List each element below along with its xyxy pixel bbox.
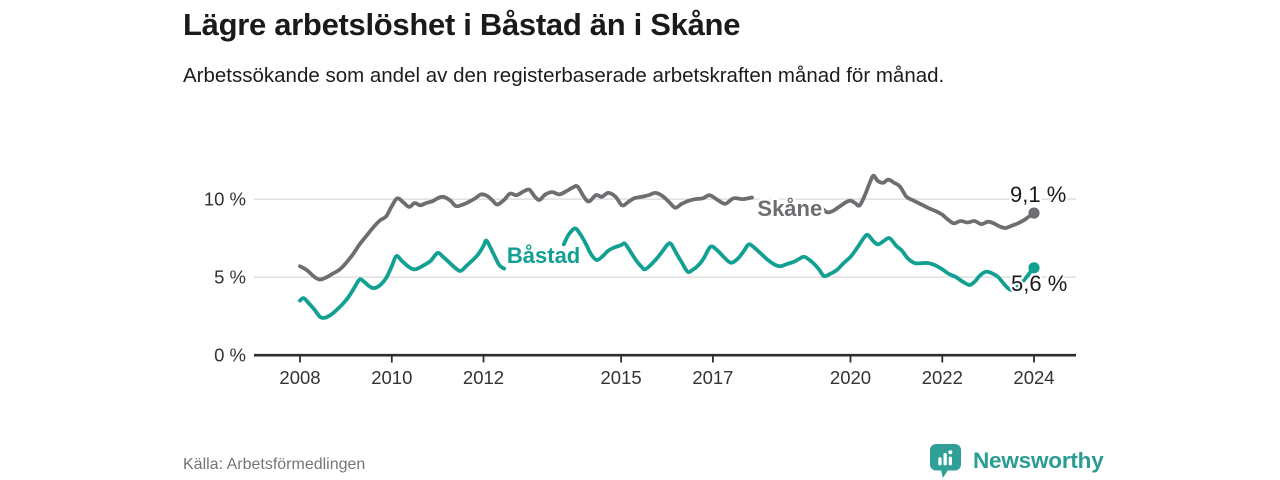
newsworthy-logo: Newsworthy	[929, 443, 1104, 479]
chart-subtitle: Arbetssökande som andel av den registerb…	[183, 64, 945, 87]
x-tick-label: 2010	[371, 367, 412, 388]
bastad-value-label: 5,6 %	[1011, 271, 1067, 296]
bastad-series-label: Båstad	[507, 243, 580, 268]
x-tick-label: 2020	[830, 367, 871, 388]
bastad-line	[298, 238, 506, 320]
bastad-line	[561, 226, 1036, 292]
x-tick-label: 2022	[922, 367, 963, 388]
chart-title: Lägre arbetslöshet i Båstad än i Skåne	[183, 7, 741, 42]
skane-end-dot	[1028, 207, 1040, 219]
x-tick-label: 2017	[692, 367, 733, 388]
source-note: Källa: Arbetsförmedlingen	[183, 456, 366, 473]
bastad-end-dot	[1028, 262, 1040, 274]
newsworthy-logo-text: Newsworthy	[973, 448, 1104, 473]
skane-line	[298, 183, 754, 282]
y-tick-label: 0 %	[214, 345, 246, 366]
skane-value-label: 9,1 %	[1010, 182, 1066, 207]
skane-line	[821, 173, 1036, 230]
x-tick-label: 2008	[279, 367, 320, 388]
x-tick-label: 2015	[601, 367, 642, 388]
y-tick-label: 5 %	[214, 267, 246, 288]
y-tick-label: 10 %	[204, 189, 246, 210]
newsworthy-logo-icon	[930, 444, 961, 478]
x-tick-label: 2024	[1013, 367, 1054, 388]
x-tick-label: 2012	[463, 367, 504, 388]
skane-series-label: Skåne	[757, 196, 822, 221]
